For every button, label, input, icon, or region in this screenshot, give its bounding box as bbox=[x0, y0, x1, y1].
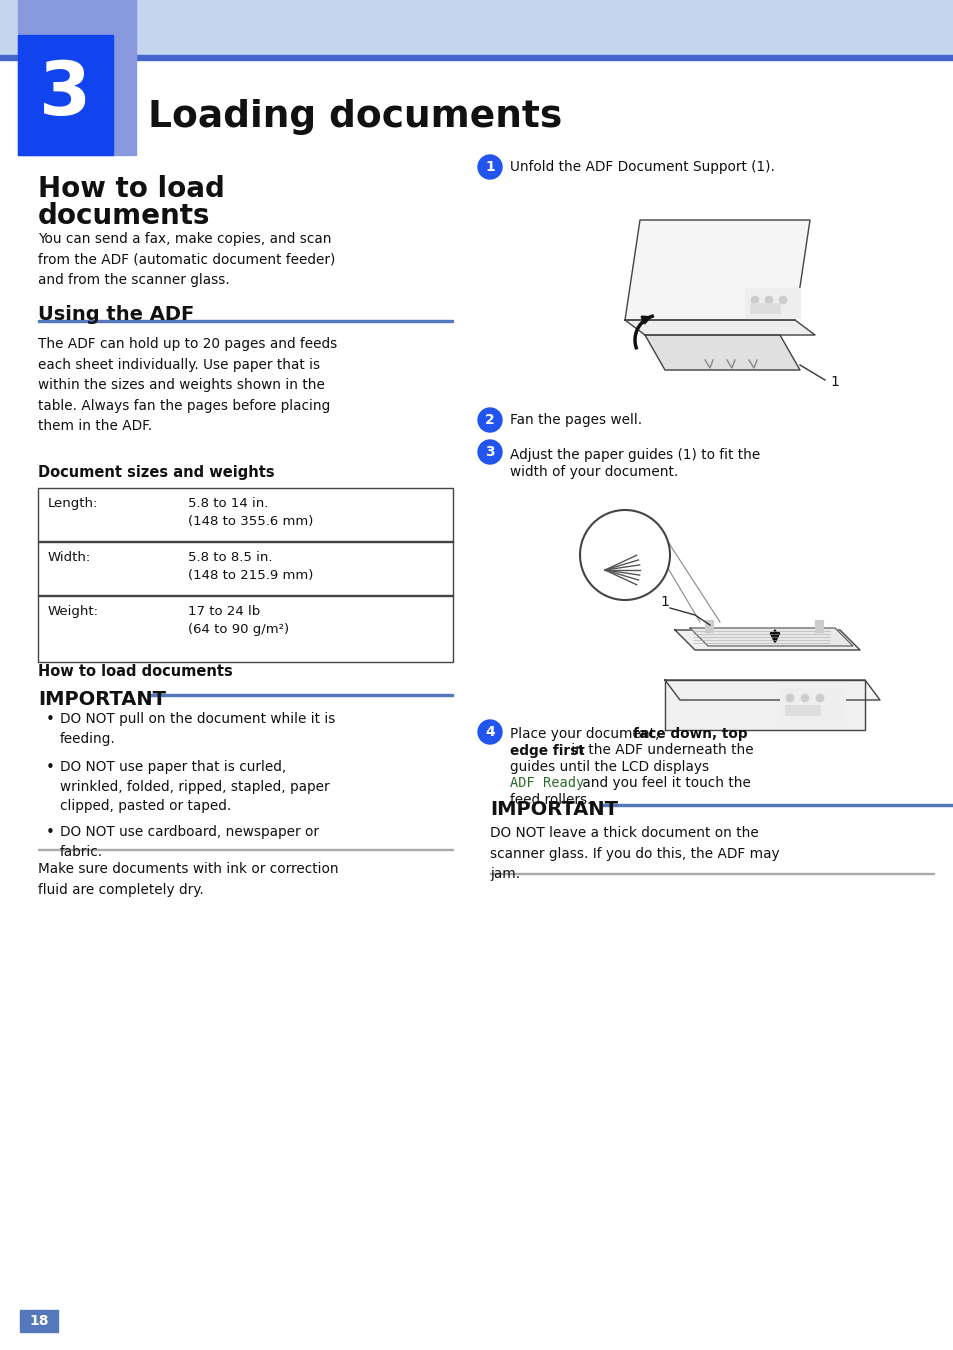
Text: Fan the pages well.: Fan the pages well. bbox=[510, 413, 641, 427]
Polygon shape bbox=[624, 320, 814, 335]
Circle shape bbox=[477, 440, 501, 464]
Text: 1: 1 bbox=[659, 595, 669, 609]
Bar bbox=[490, 872, 933, 873]
Polygon shape bbox=[675, 630, 859, 649]
Circle shape bbox=[785, 694, 793, 702]
Circle shape bbox=[579, 510, 669, 599]
Text: DO NOT leave a thick document on the
scanner glass. If you do this, the ADF may
: DO NOT leave a thick document on the sca… bbox=[490, 826, 779, 882]
Text: IMPORTANT: IMPORTANT bbox=[38, 690, 166, 709]
Text: How to load: How to load bbox=[38, 176, 225, 202]
Text: 1: 1 bbox=[829, 375, 838, 389]
Bar bbox=[749, 302, 780, 313]
Bar bbox=[784, 705, 820, 716]
Text: ADF Ready: ADF Ready bbox=[510, 776, 583, 791]
Bar bbox=[18, 35, 112, 155]
Text: DO NOT use paper that is curled,
wrinkled, folded, ripped, stapled, paper
clippe: DO NOT use paper that is curled, wrinkle… bbox=[60, 760, 330, 813]
Circle shape bbox=[801, 694, 808, 702]
Polygon shape bbox=[689, 628, 852, 647]
Bar bbox=[38, 487, 453, 662]
Bar bbox=[38, 320, 453, 323]
Bar bbox=[601, 803, 953, 806]
Text: Unfold the ADF Document Support (1).: Unfold the ADF Document Support (1). bbox=[510, 161, 774, 174]
Text: face down, top: face down, top bbox=[633, 728, 747, 741]
Text: 3: 3 bbox=[485, 446, 495, 459]
Bar bbox=[814, 620, 822, 632]
Bar bbox=[150, 694, 453, 697]
Bar bbox=[0, 0, 953, 55]
Text: Weight:: Weight: bbox=[48, 605, 99, 618]
Text: •: • bbox=[46, 825, 55, 840]
Text: 17 to 24 lb
(64 to 90 g/m²): 17 to 24 lb (64 to 90 g/m²) bbox=[188, 605, 289, 636]
Circle shape bbox=[779, 296, 786, 304]
Text: Make sure documents with ink or correction
fluid are completely dry.: Make sure documents with ink or correcti… bbox=[38, 863, 338, 896]
Text: edge first: edge first bbox=[510, 744, 584, 757]
Text: Place your document,: Place your document, bbox=[510, 728, 663, 741]
Bar bbox=[704, 620, 712, 632]
Bar bbox=[0, 55, 953, 59]
Polygon shape bbox=[664, 680, 879, 701]
Bar bbox=[38, 849, 453, 850]
Text: DO NOT use cardboard, newspaper or
fabric.: DO NOT use cardboard, newspaper or fabri… bbox=[60, 825, 318, 859]
Bar bbox=[18, 0, 136, 155]
Bar bbox=[20, 1310, 58, 1332]
Circle shape bbox=[764, 296, 772, 304]
Text: Width:: Width: bbox=[48, 551, 91, 564]
Text: and you feel it touch the: and you feel it touch the bbox=[578, 776, 750, 791]
Text: 5.8 to 8.5 in.
(148 to 215.9 mm): 5.8 to 8.5 in. (148 to 215.9 mm) bbox=[188, 551, 313, 582]
Text: Using the ADF: Using the ADF bbox=[38, 305, 194, 324]
Text: Loading documents: Loading documents bbox=[148, 99, 561, 135]
Text: •: • bbox=[46, 711, 55, 728]
Text: documents: documents bbox=[38, 202, 211, 230]
Bar bbox=[780, 688, 844, 720]
Text: IMPORTANT: IMPORTANT bbox=[490, 801, 618, 819]
Text: How to load documents: How to load documents bbox=[38, 664, 233, 679]
Text: feed rollers.: feed rollers. bbox=[510, 792, 591, 807]
Circle shape bbox=[477, 720, 501, 744]
Circle shape bbox=[750, 296, 759, 304]
Text: 2: 2 bbox=[485, 413, 495, 427]
Polygon shape bbox=[644, 335, 800, 370]
Text: Document sizes and weights: Document sizes and weights bbox=[38, 464, 274, 481]
Text: Adjust the paper guides (1) to fit the: Adjust the paper guides (1) to fit the bbox=[510, 448, 760, 462]
Text: 18: 18 bbox=[30, 1314, 49, 1328]
Text: Length:: Length: bbox=[48, 497, 98, 510]
Bar bbox=[744, 288, 800, 319]
Text: guides until the LCD displays: guides until the LCD displays bbox=[510, 760, 708, 774]
Text: DO NOT pull on the document while it is
feeding.: DO NOT pull on the document while it is … bbox=[60, 711, 335, 745]
Polygon shape bbox=[664, 680, 864, 730]
Circle shape bbox=[477, 408, 501, 432]
Polygon shape bbox=[624, 220, 809, 320]
Text: 5.8 to 14 in.
(148 to 355.6 mm): 5.8 to 14 in. (148 to 355.6 mm) bbox=[188, 497, 313, 528]
Text: You can send a fax, make copies, and scan
from the ADF (automatic document feede: You can send a fax, make copies, and sca… bbox=[38, 232, 335, 288]
Text: 4: 4 bbox=[485, 725, 495, 738]
Text: The ADF can hold up to 20 pages and feeds
each sheet individually. Use paper tha: The ADF can hold up to 20 pages and feed… bbox=[38, 338, 337, 433]
Text: width of your document.: width of your document. bbox=[510, 464, 678, 479]
Text: 1: 1 bbox=[485, 161, 495, 174]
Circle shape bbox=[815, 694, 823, 702]
Text: 3: 3 bbox=[39, 58, 91, 131]
Text: •: • bbox=[46, 760, 55, 775]
Bar bbox=[0, 59, 953, 1210]
Text: in the ADF underneath the: in the ADF underneath the bbox=[566, 744, 753, 757]
Circle shape bbox=[477, 155, 501, 180]
